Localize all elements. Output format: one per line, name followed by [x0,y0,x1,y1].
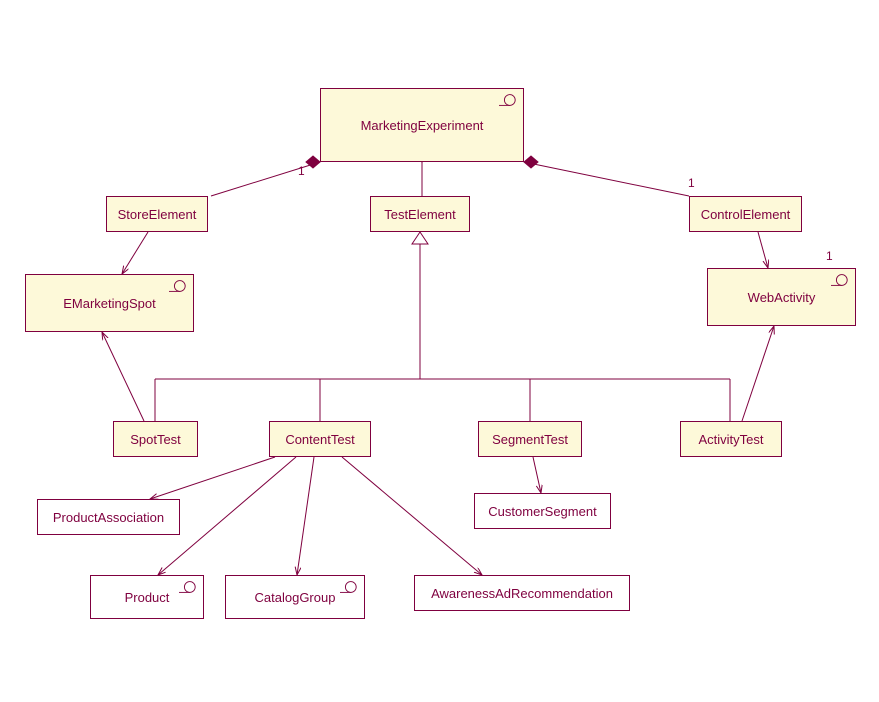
artifact-icon [340,580,358,594]
artifact-icon [169,279,187,293]
class-label: WebActivity [748,290,816,305]
class-contenttest: ContentTest [269,421,371,457]
class-custseg: CustomerSegment [474,493,611,529]
class-label: Product [125,590,170,605]
class-label: TestElement [384,207,456,222]
class-label: ContentTest [285,432,354,447]
artifact-icon [831,273,849,287]
class-emarketing: EMarketingSpot [25,274,194,332]
multiplicity-label: 1 [826,249,833,263]
class-label: SpotTest [130,432,181,447]
multiplicity-label: 1 [688,176,695,190]
class-storeelem: StoreElement [106,196,208,232]
class-testelem: TestElement [370,196,470,232]
class-spottest: SpotTest [113,421,198,457]
class-activitytest: ActivityTest [680,421,782,457]
class-label: ProductAssociation [53,510,164,525]
class-label: EMarketingSpot [63,296,156,311]
class-label: AwarenessAdRecommendation [431,586,613,601]
artifact-icon [499,93,517,107]
class-catalog: CatalogGroup [225,575,365,619]
class-webactivity: WebActivity [707,268,856,326]
class-segmenttest: SegmentTest [478,421,582,457]
class-label: CatalogGroup [255,590,336,605]
class-controlelem: ControlElement [689,196,802,232]
class-label: SegmentTest [492,432,568,447]
class-label: CustomerSegment [488,504,596,519]
class-label: MarketingExperiment [361,118,484,133]
class-marketing: MarketingExperiment [320,88,524,162]
multiplicity-label: 1 [298,164,305,178]
artifact-icon [179,580,197,594]
class-product: Product [90,575,204,619]
class-label: ControlElement [701,207,791,222]
class-label: ActivityTest [698,432,763,447]
class-label: StoreElement [118,207,197,222]
class-prodassoc: ProductAssociation [37,499,180,535]
class-awareness: AwarenessAdRecommendation [414,575,630,611]
